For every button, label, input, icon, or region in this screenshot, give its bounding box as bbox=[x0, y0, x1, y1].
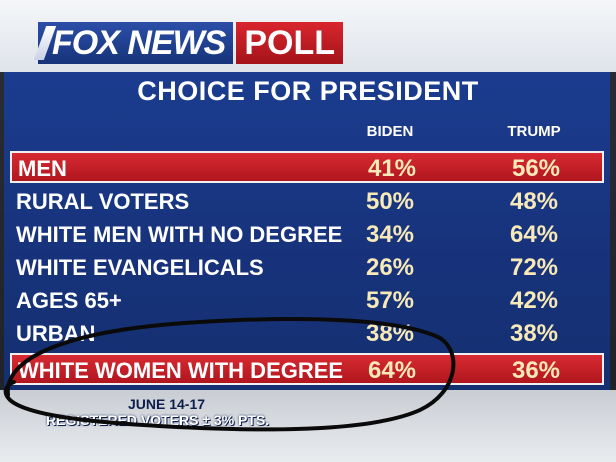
column-header-trump: TRUMP bbox=[507, 123, 561, 140]
table-row: WHITE EVANGELICALS 26% 72% bbox=[10, 252, 604, 284]
biden-value: 41% bbox=[367, 155, 417, 182]
table-row: WHITE WOMEN WITH DEGREE 64% 36% bbox=[10, 353, 604, 385]
trump-value: 56% bbox=[511, 155, 561, 182]
table-row: RURAL VOTERS 50% 48% bbox=[10, 186, 604, 218]
fox-news-poll-logo: FOX NEWS POLL bbox=[33, 22, 344, 64]
row-label: WHITE MEN WITH NO DEGREE bbox=[16, 222, 343, 247]
page-title: CHOICE FOR PRESIDENT bbox=[137, 76, 479, 106]
table-row: MEN 41% 56% bbox=[10, 151, 604, 183]
fox-news-text: FOX NEWS bbox=[52, 24, 226, 62]
biden-value: 34% bbox=[365, 221, 415, 248]
trump-value: 48% bbox=[509, 188, 559, 215]
trump-value: 38% bbox=[509, 320, 559, 347]
biden-value: 57% bbox=[365, 287, 415, 314]
poll-badge: POLL bbox=[236, 22, 344, 64]
trump-value: 42% bbox=[509, 287, 559, 314]
biden-value: 38% bbox=[365, 320, 415, 347]
row-label: MEN bbox=[18, 156, 67, 181]
poll-dates: JUNE 14-17 bbox=[128, 396, 206, 412]
trump-value: 64% bbox=[509, 221, 559, 248]
table-row: WHITE MEN WITH NO DEGREE 34% 64% bbox=[10, 219, 604, 251]
table-row: URBAN 38% 38% bbox=[10, 318, 604, 350]
biden-value: 64% bbox=[367, 357, 417, 384]
trump-value: 36% bbox=[511, 357, 561, 384]
poll-sample-note: REGISTERED VOTERS ± 3% PTS. bbox=[46, 412, 270, 428]
table-row: AGES 65+ 57% 42% bbox=[10, 285, 604, 317]
row-label: WHITE EVANGELICALS bbox=[16, 255, 264, 280]
row-label: AGES 65+ bbox=[16, 288, 122, 313]
biden-value: 26% bbox=[365, 254, 415, 281]
row-label: RURAL VOTERS bbox=[16, 189, 190, 214]
biden-value: 50% bbox=[365, 188, 415, 215]
poll-text: POLL bbox=[244, 24, 336, 62]
fox-news-logo: FOX NEWS bbox=[33, 22, 234, 64]
row-label: WHITE WOMEN WITH DEGREE bbox=[18, 358, 344, 383]
column-header-biden: BIDEN bbox=[366, 123, 414, 140]
trump-value: 72% bbox=[509, 254, 559, 281]
row-label: URBAN bbox=[16, 321, 96, 346]
